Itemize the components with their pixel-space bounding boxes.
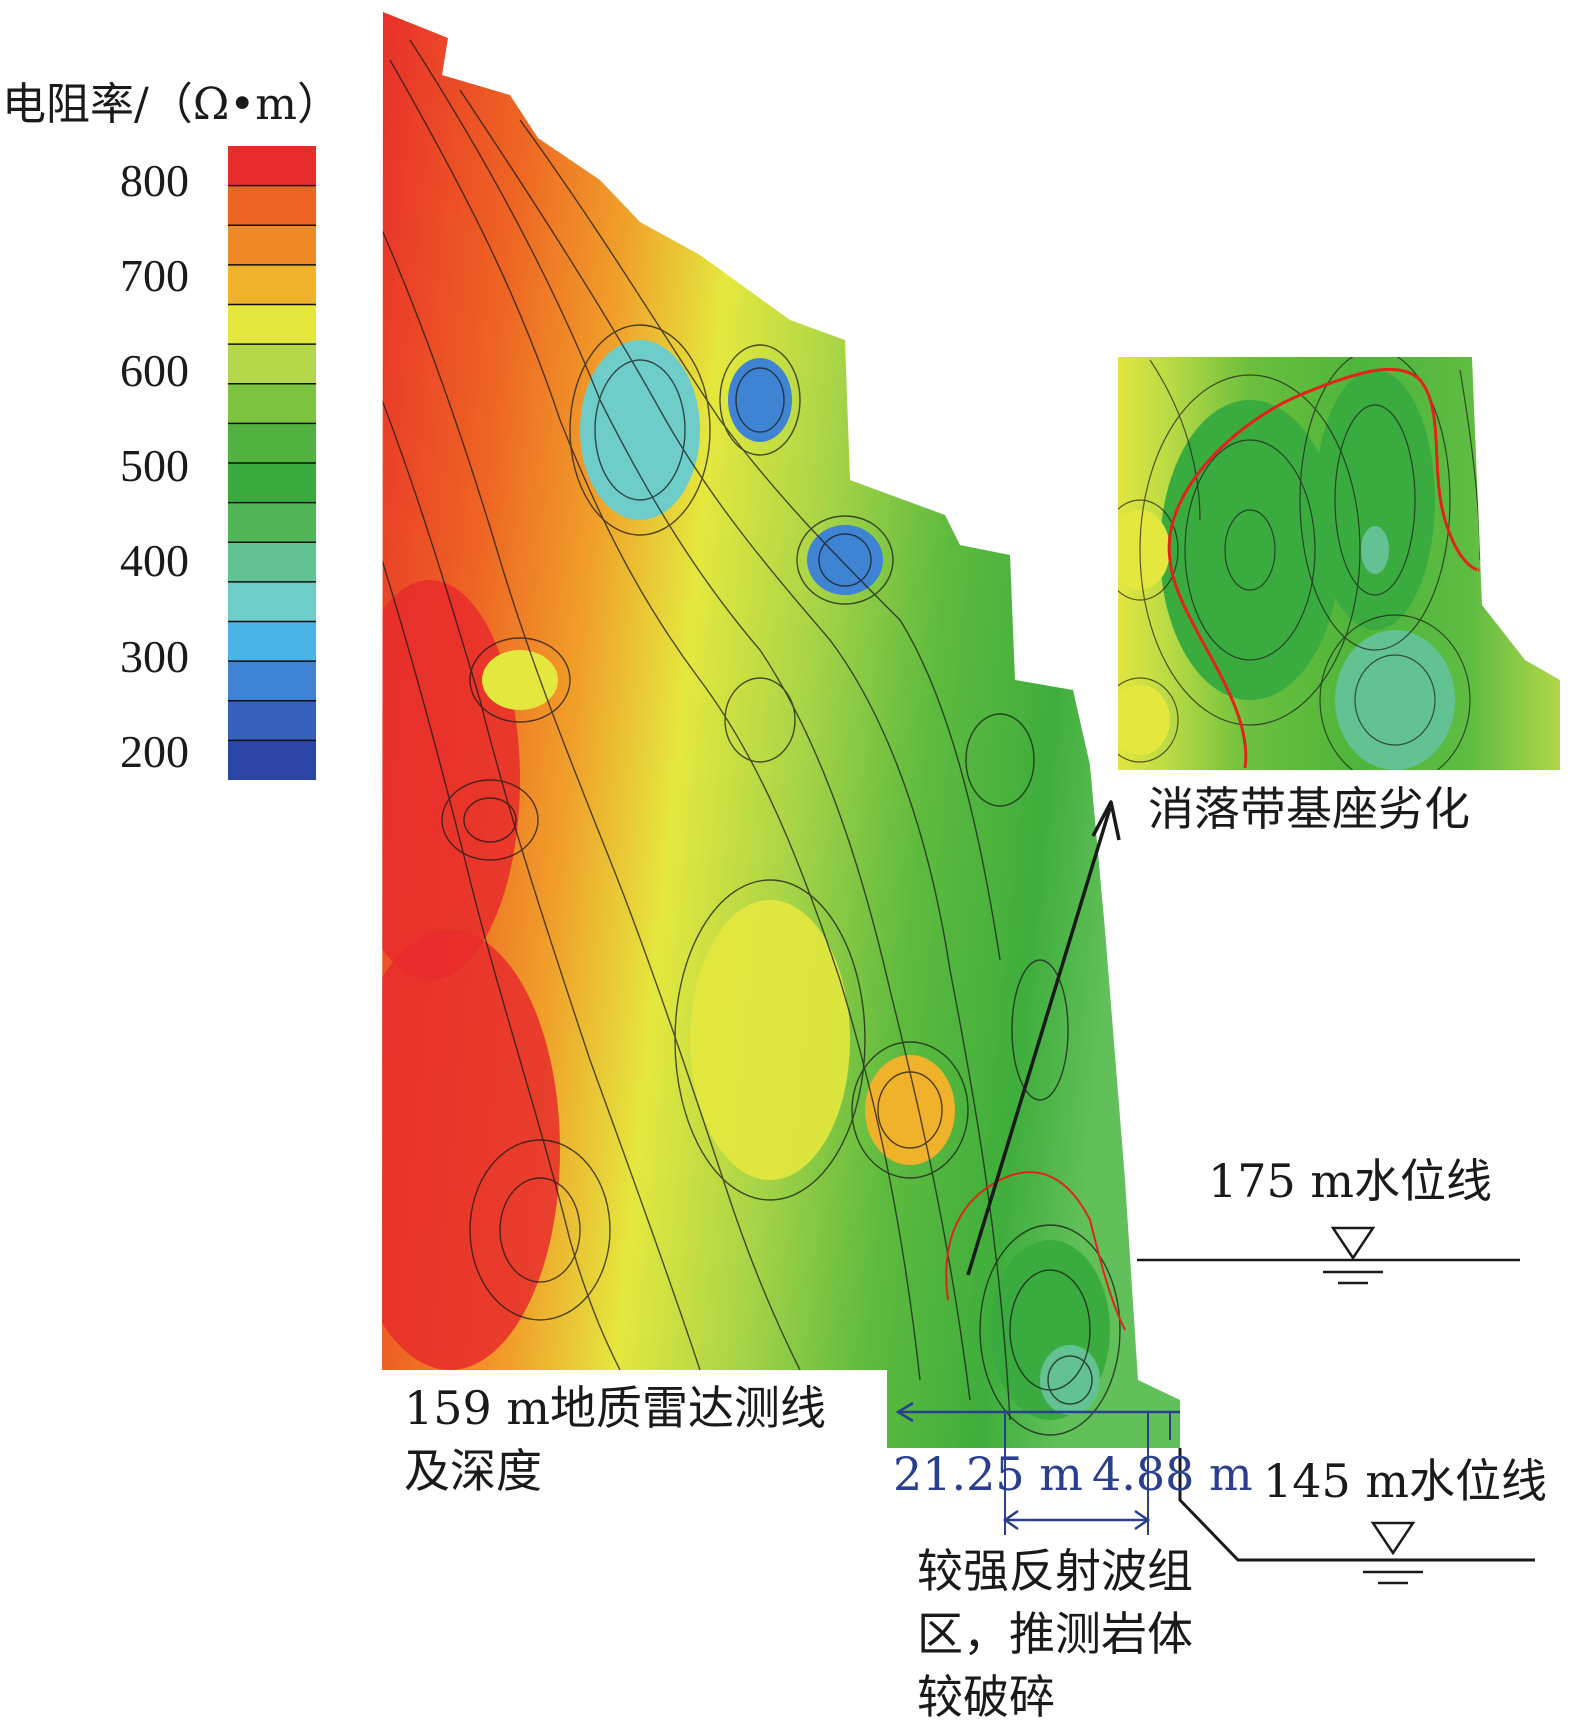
degradation-zone-boundary (945, 1171, 1126, 1331)
legend-title: 电阻率/（Ω•m） (2, 79, 341, 130)
inset-panel (1118, 357, 1560, 770)
legend-color-bar (228, 146, 316, 780)
legend-tick-label: 700 (120, 250, 189, 301)
legend-swatch (228, 304, 316, 345)
legend-swatch (228, 423, 316, 463)
legend-swatch (228, 700, 316, 741)
legend-tick-label: 400 (120, 535, 189, 586)
legend-swatch (228, 146, 316, 186)
legend-swatch (228, 740, 316, 780)
legend-swatch (228, 344, 316, 384)
inset-label: 消落带基座劣化 (1148, 782, 1470, 836)
legend-tick-label: 600 (120, 345, 189, 396)
inset-pointer-arrow (966, 800, 1121, 1276)
water-level-145-label: 145 m水位线 (1263, 1454, 1548, 1508)
reflection-note-line-3: 较破碎 (917, 1670, 1055, 1724)
legend-swatch (228, 383, 316, 424)
legend-swatch (228, 264, 316, 305)
legend-swatch (228, 661, 316, 701)
legend-swatch (228, 225, 316, 265)
legend-swatch (228, 185, 316, 226)
legend-tick-label: 500 (120, 440, 189, 491)
reflection-note-line-2: 区，推测岩体 (917, 1607, 1193, 1661)
radar-survey-line (895, 1401, 1180, 1535)
water-level-145-marker (1178, 1448, 1535, 1585)
water-level-175-marker (1137, 1226, 1520, 1285)
inset-boundary-line (1167, 367, 1480, 769)
legend-tick-label: 300 (120, 631, 189, 682)
legend-tick-label: 200 (120, 726, 189, 777)
legend-swatch (228, 542, 316, 582)
legend-tick-label: 800 (120, 155, 189, 206)
legend-swatch (228, 463, 316, 503)
legend-swatch (228, 581, 316, 622)
contour-lines (382, 39, 1121, 1436)
dimension-4-88: 4.88 m (1092, 1447, 1253, 1501)
radar-line-label: 159 m地质雷达测线 (404, 1382, 833, 1435)
water-level-175-label: 175 m水位线 (1208, 1154, 1493, 1208)
radar-depth-label: 及深度 (404, 1444, 542, 1498)
legend-swatch (228, 621, 316, 662)
legend-swatch (228, 502, 316, 543)
dimension-21-25: 21.25 m (893, 1447, 1083, 1501)
reflection-note-line-1: 较强反射波组 (917, 1544, 1193, 1598)
